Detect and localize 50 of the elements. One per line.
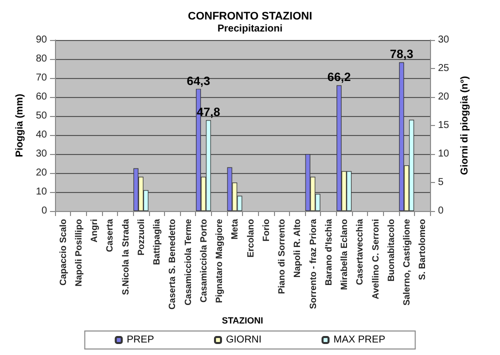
x-tick-label: Casamicciola Porto [198,218,208,303]
y2-tick-label: 30 [438,34,450,46]
x-tick-label: S. Bartolomeo [417,218,428,280]
y2-axis-title: Giorni di pioggia (n°) [460,76,471,175]
y-tick-label: 90 [36,34,48,46]
x-tick-label: Pozzuoli [136,219,146,256]
x-tick-label: Sorrento - fraz Priora [308,218,318,310]
y2-tick-label: 5 [438,177,444,188]
y2-tick-label: 15 [438,120,450,131]
y-tick-label: 60 [36,92,48,102]
y-tick-label: 70 [36,72,48,84]
y-tick-label: 40 [36,130,48,140]
y-tick-label: 30 [36,148,48,160]
x-tick-label: Salerno, Castiglione [402,219,412,306]
y2-tick-label: 25 [438,63,450,74]
x-tick-label: Barano d'Ischia [323,218,334,286]
x-tick-label: Casamicciola Terme [182,219,193,306]
y2-tick-label: 0 [438,206,444,216]
chart-title: CONFRONTO STAZIONI [188,10,312,22]
legend-label: GIORNI [226,334,262,346]
chart-subtitle: Precipitazioni [217,24,283,34]
x-tick-label: Avellino C. Serroni [370,219,380,300]
y2-tick-label: 20 [438,92,450,102]
y-axis-title: Pioggia (mm) [14,94,26,158]
y2-tick-label: 10 [438,148,450,160]
x-tick-label: Casertavecchia [354,218,365,286]
x-tick-label: S.Nicola la Strada [120,218,130,296]
y-tick-label: 20 [36,168,48,178]
x-tick-label: Buonabitacolo [386,218,396,282]
x-tick-label: Meta [230,218,240,240]
data-label: 78,3 [390,47,414,62]
x-tick-label: Battipaglia [152,218,162,266]
x-tick-label: Caserta S. Benedetto [167,218,178,310]
x-tick-label: Caserta [104,218,115,252]
legend-label: MAX PREP [334,334,386,346]
x-axis-title: STAZIONI [222,316,264,326]
x-tick-label: Forio [260,218,271,242]
x-tick-label: Pignataro Maggiore [214,219,224,304]
x-tick-label: Angri [89,219,100,242]
x-tick-label: Capaccio Scalo [58,218,68,286]
x-tick-label: Piano di Sorrento [276,218,287,294]
y-tick-label: 0 [41,206,48,216]
x-tick-label: Mirabella Eclano [339,218,350,290]
legend-label: PREP [126,334,154,346]
x-tick-label: Napoli R. Alto [292,218,302,278]
y-tick-label: 50 [36,110,48,122]
y-tick-label: 80 [36,54,48,64]
y-tick-label: 10 [36,186,48,198]
x-tick-label: Ercolano [245,218,256,258]
x-tick-label: Napoli Posillipo [73,218,84,287]
